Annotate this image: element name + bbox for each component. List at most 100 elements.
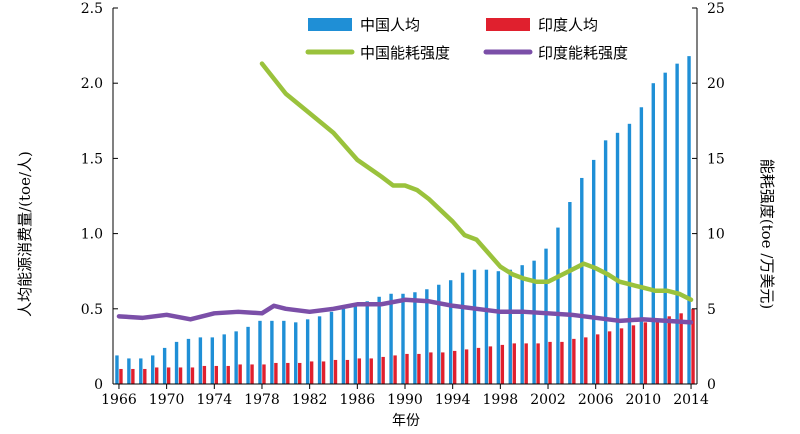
bar-india-per-capita-2002 [548, 341, 552, 384]
bar-india-per-capita-1996 [476, 347, 481, 384]
y-left-tick-label: 1.5 [81, 151, 103, 167]
bar-india-per-capita-2001 [536, 343, 540, 384]
legend-india-intensity-label: 印度能耗强度 [538, 44, 628, 62]
y-axis-right-label: 能耗强度(toe /万美元) [758, 159, 776, 309]
bar-india-per-capita-1995 [464, 349, 469, 384]
bar-china-per-capita-2004 [568, 202, 572, 384]
y-right-tick-label: 25 [707, 1, 725, 17]
bar-china-per-capita-1972 [186, 338, 191, 384]
line-india-intensity [116, 297, 694, 325]
legend-india-per-capita-swatch [486, 18, 530, 31]
bar-india-per-capita-2010 [643, 322, 648, 384]
y-right-tick-label: 15 [707, 151, 725, 167]
x-tick-label: 1966 [101, 392, 137, 408]
bar-china-per-capita-2002 [544, 248, 548, 384]
bar-india-per-capita-1982 [309, 361, 314, 384]
y-right-tick-label: 10 [707, 227, 725, 243]
bar-china-per-capita-1975 [222, 334, 226, 384]
bar-china-per-capita-1968 [139, 358, 143, 384]
x-tick-label: 1978 [244, 392, 280, 408]
bar-india-per-capita-1989 [393, 355, 397, 384]
bar-china-per-capita-1967 [127, 358, 131, 384]
bar-india-per-capita-1978 [262, 364, 266, 384]
y-axis-left-label: 人均能源消费量/(toe/人) [16, 151, 34, 317]
legend-india-per-capita-label: 印度人均 [538, 16, 598, 34]
y-right-tick-label: 5 [707, 302, 716, 318]
x-tick-label: 1998 [483, 392, 519, 408]
legend-china-intensity-label: 中国能耗强度 [360, 44, 450, 62]
bar-china-per-capita-2007 [603, 140, 608, 384]
bars-layer [115, 56, 695, 385]
bar-india-per-capita-2009 [631, 325, 636, 384]
x-tick-label: 2002 [530, 392, 566, 408]
bar-india-per-capita-2003 [560, 341, 564, 384]
bar-india-per-capita-1985 [345, 359, 350, 384]
bar-india-per-capita-1977 [250, 364, 254, 384]
y-right-tick-label: 0 [707, 377, 716, 393]
bar-china-per-capita-2006 [591, 159, 596, 384]
bar-india-per-capita-1990 [405, 353, 409, 384]
x-tick-label: 1970 [149, 392, 185, 408]
bar-china-per-capita-2012 [663, 72, 667, 385]
bar-india-per-capita-2005 [584, 337, 588, 384]
bar-china-per-capita-1987 [365, 301, 369, 384]
bar-india-per-capita-2006 [595, 334, 600, 384]
bar-china-per-capita-1984 [329, 311, 334, 384]
bar-china-per-capita-1973 [198, 337, 203, 384]
bar-china-per-capita-2003 [556, 227, 560, 384]
bar-china-per-capita-2000 [520, 265, 524, 384]
y-left-tick-label: 0 [94, 377, 103, 393]
bar-china-per-capita-1997 [484, 269, 489, 384]
bar-china-per-capita-1985 [341, 308, 346, 384]
x-tick-label: 1994 [435, 392, 471, 408]
y-left-tick-label: 2.0 [81, 76, 103, 92]
y-right-tick-label: 20 [707, 76, 725, 92]
bar-china-per-capita-1977 [246, 326, 250, 384]
bar-china-per-capita-2009 [627, 123, 632, 384]
bar-india-per-capita-1984 [333, 359, 338, 384]
bar-china-per-capita-1966 [115, 355, 119, 384]
bar-china-per-capita-1995 [460, 272, 465, 384]
x-tick-label: 1986 [340, 392, 376, 408]
bar-india-per-capita-2011 [655, 319, 659, 384]
x-tick-label: 1990 [387, 392, 423, 408]
bar-india-per-capita-1969 [155, 367, 159, 384]
bar-china-per-capita-2011 [651, 83, 655, 384]
bar-china-per-capita-2013 [675, 63, 679, 385]
bar-india-per-capita-1986 [357, 358, 362, 384]
bar-india-per-capita-1983 [321, 361, 326, 384]
bar-india-per-capita-1980 [286, 362, 290, 384]
bar-india-per-capita-1992 [429, 352, 433, 384]
bar-china-per-capita-1970 [162, 347, 167, 384]
bar-china-per-capita-1990 [401, 293, 405, 384]
bar-india-per-capita-1987 [369, 358, 373, 384]
bar-india-per-capita-1991 [417, 353, 421, 384]
x-axis-label: 年份 [392, 413, 420, 429]
bar-china-per-capita-1988 [377, 296, 381, 384]
bar-india-per-capita-1993 [441, 352, 445, 384]
bar-china-per-capita-1999 [508, 269, 512, 384]
bar-india-per-capita-1972 [190, 367, 195, 384]
x-tick-label: 2010 [626, 392, 662, 408]
y-left-tick-label: 0.5 [81, 302, 103, 318]
bar-china-per-capita-1976 [234, 331, 238, 384]
bar-india-per-capita-2014 [691, 308, 695, 384]
bar-china-per-capita-1983 [317, 316, 322, 384]
y-left-tick-label: 2.5 [81, 1, 103, 17]
bar-china-per-capita-2014 [687, 56, 691, 384]
x-tick-label: 2014 [673, 392, 709, 408]
bar-india-per-capita-1971 [178, 367, 183, 384]
bar-china-per-capita-1974 [210, 337, 215, 384]
bar-china-per-capita-1969 [151, 355, 155, 384]
bar-india-per-capita-1967 [131, 368, 135, 384]
bar-china-per-capita-2001 [532, 260, 536, 384]
x-tick-label: 2006 [578, 392, 614, 408]
bar-india-per-capita-1968 [143, 368, 147, 384]
bar-india-per-capita-2008 [619, 328, 624, 384]
bar-china-per-capita-2010 [639, 107, 644, 384]
bar-china-per-capita-1991 [413, 292, 417, 384]
line-china-intensity [259, 61, 694, 303]
ticks-layer: 0 0.5 1.0 1.5 2.0 2.5 0 5 10 15 20 25 1966 1970 1974 19… [81, 1, 725, 408]
bar-china-per-capita-1989 [389, 293, 393, 384]
